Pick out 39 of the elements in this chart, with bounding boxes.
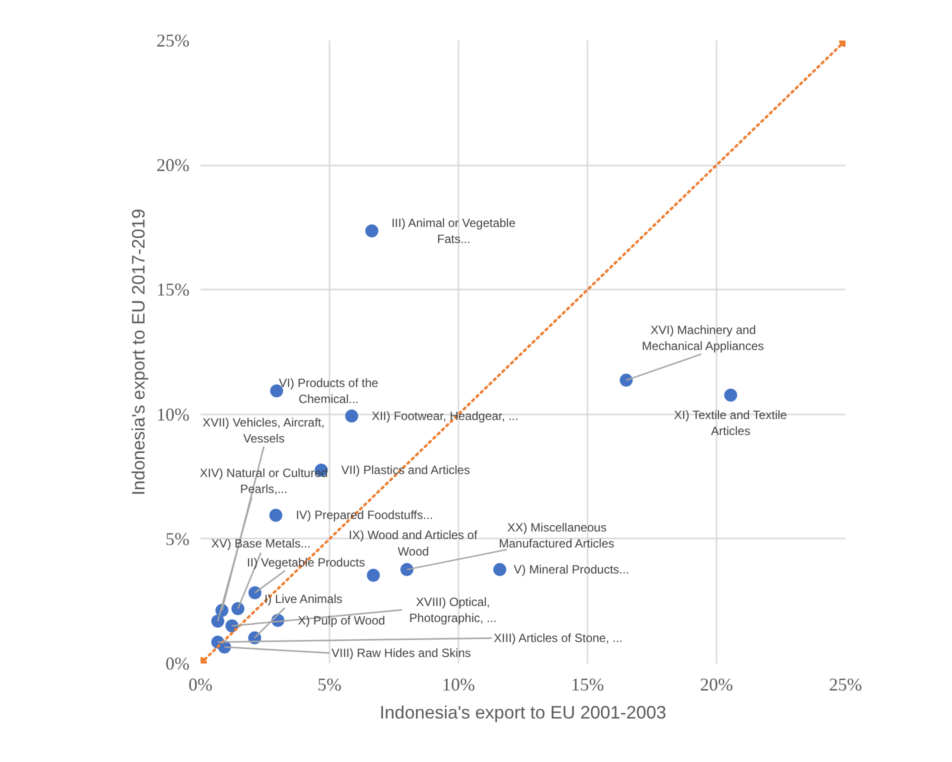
point [365,224,378,238]
annotation: X) Pulp of Wood [298,613,386,628]
point [724,388,738,402]
annotation: XI) Textile and Textile Articles [674,408,788,438]
annotation: XVIII) Optical, Photographic, ... [409,594,497,625]
annotation: IX) Wood and Articles of Wood [348,528,478,558]
y-tick-label: 10% [156,404,190,424]
point [211,614,224,628]
annotation: XVII) Vehicles, Aircraft, Vessels [202,415,325,446]
x-tick-label: 25% [829,674,862,694]
point [248,586,262,600]
annotation: XV) Base Metals... [211,536,311,551]
annotation: V) Mineral Products... [514,562,630,577]
x-axis-title: Indonesia's export to EU 2001-2003 [380,702,666,722]
y-axis-title: Indonesia's export to EU 2017-2019 [128,208,149,496]
x-tick-label: 0% [188,674,213,694]
point [269,508,282,522]
annotation: XVI) Machinery and Mechanical Appliances [642,323,764,354]
point [493,563,506,576]
y-tick-label: 15% [156,280,190,300]
x-tick-label: 15% [571,674,604,694]
annotation: XX) Miscellaneous Manufactured Articles [498,520,614,551]
annotation: III) Animal or Vegetable Fats... [391,216,516,246]
annotation: VIII) Raw Hides and Skins [331,646,471,660]
x-tick-label: 20% [700,674,734,694]
point [620,374,633,387]
annotation: VI) Products of the Chemical... [278,376,379,406]
x-tick-label: 5% [318,674,342,694]
annotation: XIII) Articles of Stone, ... [494,631,623,646]
y-tick-label: 25% [156,30,190,50]
point [400,563,414,576]
x-tick-label: 10% [442,674,476,694]
y-tick-label: 20% [156,155,190,176]
y-tick-label: 5% [166,528,190,549]
point [366,568,380,582]
point [345,410,358,423]
y-tick-label: 0% [166,654,190,674]
annotation: II) Vegetable Products [246,556,365,570]
point [231,602,244,616]
